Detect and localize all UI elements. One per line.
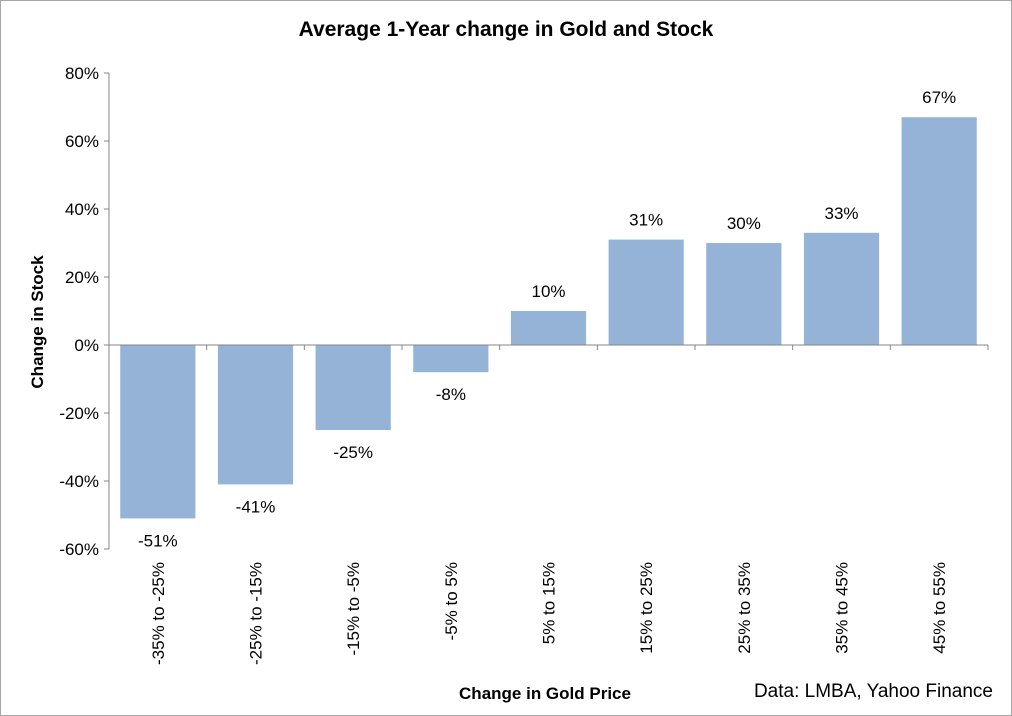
x-category-label: 5% to 15% (540, 562, 559, 644)
x-category-label: -35% to -25% (149, 562, 168, 665)
y-tick-label: 0% (74, 336, 99, 355)
data-label: -8% (436, 385, 466, 404)
data-label: 33% (824, 204, 858, 223)
data-label: 10% (531, 282, 565, 301)
data-label: -41% (236, 497, 276, 516)
x-axis-title: Change in Gold Price (459, 684, 631, 703)
data-label: 67% (922, 88, 956, 107)
bar (315, 345, 391, 430)
x-category-label: 15% to 25% (637, 562, 656, 654)
x-category-label: -15% to -5% (344, 562, 363, 656)
y-tick-label: -20% (59, 404, 99, 423)
x-category-label: 25% to 35% (735, 562, 754, 654)
source-note: Data: LMBA, Yahoo Finance (753, 681, 993, 702)
bar (706, 243, 782, 345)
y-tick-label: 60% (65, 132, 99, 151)
bar (803, 232, 880, 345)
data-label: -25% (333, 443, 373, 462)
y-tick-label: -40% (59, 472, 99, 491)
bar (510, 311, 587, 345)
y-tick-label: 40% (65, 200, 99, 219)
y-axis-title: Change in Stock (28, 255, 47, 389)
data-label: -51% (138, 531, 178, 550)
bar (608, 239, 684, 345)
bar (120, 345, 196, 519)
x-category-label: -5% to 5% (442, 562, 461, 640)
bar (413, 345, 489, 373)
bar (217, 345, 294, 485)
chart-title: Average 1-Year change in Gold and Stock (298, 18, 714, 41)
x-category-label: 35% to 45% (833, 562, 852, 654)
y-tick-label: 80% (65, 64, 99, 83)
x-category-label: 45% to 55% (930, 562, 949, 654)
bar (901, 117, 977, 345)
y-tick-label: -60% (59, 540, 99, 559)
x-category-label: -25% to -15% (247, 562, 266, 665)
data-label: 30% (727, 214, 761, 233)
y-tick-label: 20% (65, 268, 99, 287)
data-label: 31% (629, 211, 663, 230)
